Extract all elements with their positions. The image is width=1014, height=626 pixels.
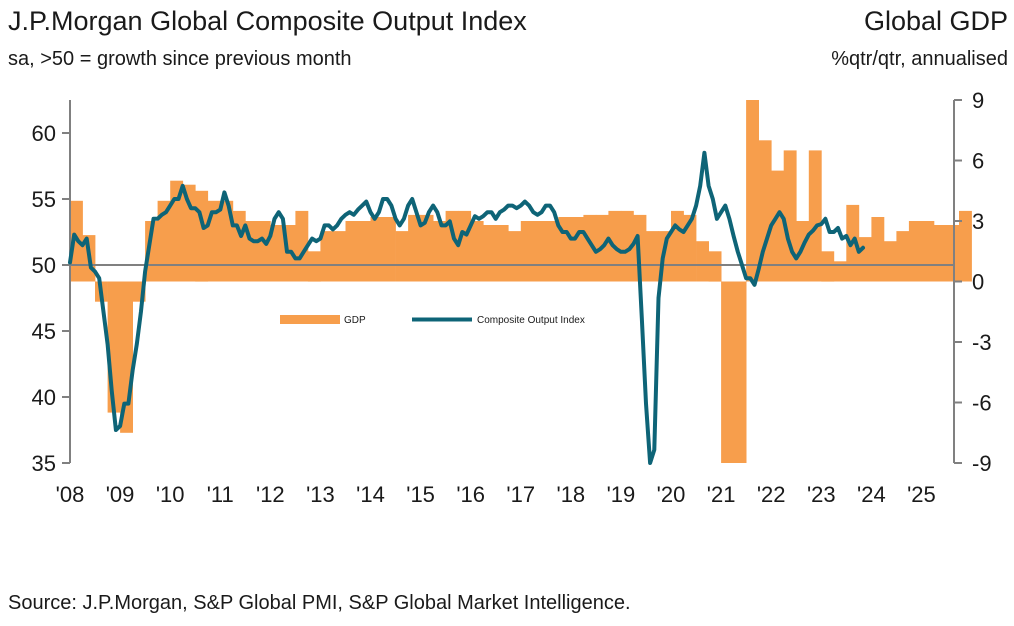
x-tick-label: '24 bbox=[857, 482, 886, 507]
left-tick-label: 55 bbox=[32, 187, 56, 212]
gdp-bar bbox=[921, 221, 935, 282]
legend-swatch-gdp bbox=[280, 315, 340, 324]
gdp-bar bbox=[871, 217, 885, 282]
gdp-bar bbox=[483, 225, 497, 282]
gdp-bar bbox=[195, 190, 209, 282]
gdp-bar bbox=[821, 251, 835, 282]
x-tick-label: '25 bbox=[907, 482, 936, 507]
gdp-bar bbox=[708, 251, 722, 282]
x-tick-label: '13 bbox=[306, 482, 335, 507]
gdp-bar bbox=[520, 221, 534, 282]
gdp-bar bbox=[758, 140, 772, 282]
right-tick-label: -6 bbox=[972, 391, 992, 416]
gdp-bar bbox=[858, 237, 872, 282]
right-tick-label: -3 bbox=[972, 330, 992, 355]
gdp-bar bbox=[883, 241, 897, 282]
gdp-bar bbox=[370, 217, 384, 282]
gdp-bar bbox=[696, 241, 709, 282]
gdp-bar bbox=[495, 225, 509, 282]
gdp-bar bbox=[620, 210, 634, 282]
x-tick-label: '15 bbox=[406, 482, 435, 507]
gdp-bar bbox=[671, 210, 684, 282]
gdp-bar bbox=[320, 231, 334, 282]
gdp-bar bbox=[445, 210, 459, 282]
x-tick-label: '11 bbox=[207, 482, 234, 507]
x-tick-label: '12 bbox=[256, 482, 285, 507]
gdp-bar bbox=[458, 210, 472, 282]
x-tick-label: '09 bbox=[106, 482, 135, 507]
gdp-bar bbox=[433, 221, 446, 282]
right-tick-label: 3 bbox=[972, 209, 984, 234]
gdp-bar bbox=[545, 221, 559, 282]
legend-label-gdp: GDP bbox=[344, 315, 366, 326]
left-tick-label: 40 bbox=[32, 385, 56, 410]
gdp-bar bbox=[332, 231, 346, 282]
gdp-bar bbox=[733, 281, 747, 463]
gdp-bar bbox=[508, 231, 522, 282]
right-tick-label: 0 bbox=[972, 270, 984, 295]
left-tick-label: 45 bbox=[32, 319, 56, 344]
x-tick-label: '10 bbox=[156, 482, 185, 507]
gdp-bar bbox=[170, 180, 184, 282]
gdp-bars bbox=[70, 100, 972, 463]
gdp-bar bbox=[746, 100, 759, 282]
gdp-bar bbox=[959, 210, 972, 282]
legend: GDP Composite Output Index bbox=[280, 315, 585, 326]
right-tick-label: -9 bbox=[972, 451, 992, 476]
x-tick-label: '22 bbox=[757, 482, 786, 507]
gdp-bar bbox=[358, 221, 371, 282]
composite-series-line bbox=[68, 150, 865, 465]
chart-subtitle-left: sa, >50 = growth since previous month bbox=[8, 48, 352, 70]
gdp-bar bbox=[808, 150, 822, 282]
gdp-bar bbox=[896, 231, 910, 282]
chart-subtitle-right: %qtr/qtr, annualised bbox=[831, 48, 1008, 70]
gdp-bar bbox=[721, 281, 734, 463]
chart-axes: 35 40 45 50 55 60 -9 -6 -3 0 3 6 9 '08 '09 '10 '11 '12 '13… bbox=[32, 88, 992, 507]
gdp-bar bbox=[934, 225, 947, 282]
gdp-bar bbox=[771, 170, 785, 282]
left-tick-label: 60 bbox=[32, 121, 56, 146]
left-tick-label: 35 bbox=[32, 451, 56, 476]
gdp-bar bbox=[307, 251, 321, 282]
gdp-bar bbox=[470, 221, 484, 282]
gdp-bar bbox=[570, 217, 584, 282]
source-note: Source: J.P.Morgan, S&P Global PMI, S&P … bbox=[8, 592, 631, 614]
gdp-bar bbox=[383, 217, 396, 282]
legend-label-composite: Composite Output Index bbox=[477, 315, 585, 326]
gdp-bar bbox=[646, 231, 659, 282]
x-tick-label: '19 bbox=[607, 482, 636, 507]
x-tick-label: '21 bbox=[707, 482, 736, 507]
chart-title-left: J.P.Morgan Global Composite Output Index bbox=[8, 6, 527, 36]
composite-line bbox=[68, 150, 865, 465]
gdp-bar bbox=[295, 210, 309, 282]
gdp-bar bbox=[833, 261, 847, 282]
x-tick-label: '18 bbox=[557, 482, 586, 507]
gdp-bar bbox=[908, 221, 922, 282]
x-tick-label: '17 bbox=[506, 482, 535, 507]
gdp-bar bbox=[946, 225, 960, 282]
chart-title-right: Global GDP bbox=[863, 6, 1008, 36]
gdp-bar bbox=[345, 221, 359, 282]
gdp-bar bbox=[533, 221, 547, 282]
right-tick-label: 6 bbox=[972, 149, 984, 174]
gdp-bar bbox=[783, 150, 797, 282]
gdp-bar bbox=[270, 225, 284, 282]
left-tick-label: 50 bbox=[32, 253, 56, 278]
gdp-bar bbox=[232, 210, 246, 282]
x-tick-label: '23 bbox=[807, 482, 836, 507]
x-tick-label: '20 bbox=[657, 482, 686, 507]
gdp-bar bbox=[145, 221, 158, 282]
gdp-bar bbox=[157, 200, 171, 282]
x-tick-label: '14 bbox=[356, 482, 385, 507]
gdp-bar bbox=[257, 221, 271, 282]
gdp-bar bbox=[395, 231, 409, 282]
right-tick-label: 9 bbox=[972, 88, 984, 113]
x-tick-label: '16 bbox=[456, 482, 485, 507]
x-tick-label: '08 bbox=[56, 482, 85, 507]
